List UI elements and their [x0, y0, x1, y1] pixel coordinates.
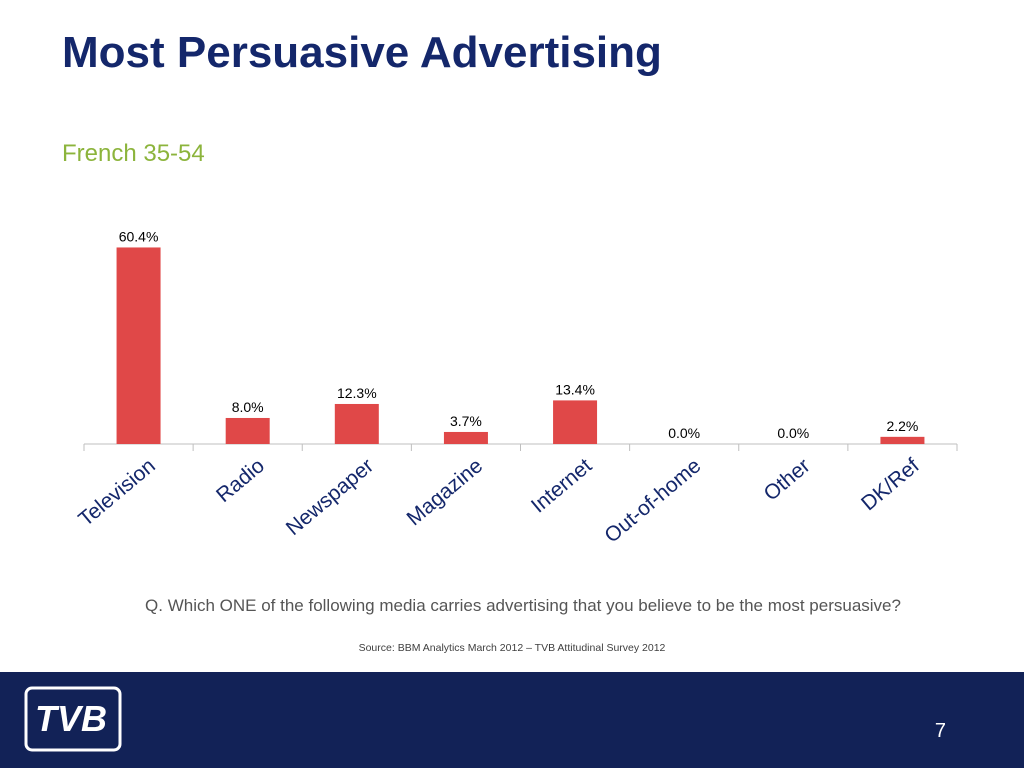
bar-magazine [443, 431, 488, 444]
bar-radio [225, 417, 270, 444]
source-note: Source: BBM Analytics March 2012 – TVB A… [358, 642, 666, 654]
slide-title: Most Persuasive Advertising [62, 28, 662, 77]
x-tick-label: Newspaper [282, 454, 378, 540]
chart-subtitle: French 35-54 [62, 140, 205, 167]
x-tick-label: Magazine [403, 454, 488, 530]
footer-bar: TVB 7 [0, 672, 1024, 768]
x-tick-label: Other [760, 454, 815, 505]
page-number: 7 [934, 720, 946, 742]
x-tick-label: Internet [527, 454, 596, 518]
x-tick-label: Out-of-home [600, 454, 705, 547]
data-label: 60.4% [119, 228, 159, 244]
bar-internet [553, 400, 598, 444]
tvb-logo: TVB [24, 686, 124, 759]
data-label: 0.0% [777, 425, 809, 441]
data-label: 3.7% [450, 413, 482, 429]
bar-chart: 60.4% Television 8.0% Radio 12.3% Newspaper 3.… [74, 228, 958, 548]
bar-television [116, 247, 161, 444]
svg-text:TVB: TVB [35, 698, 107, 739]
data-label: 2.2% [886, 418, 918, 434]
data-label: 0.0% [668, 425, 700, 441]
x-tick-label: Radio [212, 454, 269, 507]
data-label: 13.4% [555, 381, 595, 397]
bar-dk-ref [880, 436, 925, 444]
x-tick-label: DK/Ref [857, 454, 924, 515]
x-tick-label: Television [74, 454, 159, 531]
data-label: 8.0% [232, 399, 264, 415]
survey-question: Q. Which ONE of the following media carr… [145, 596, 901, 615]
data-label: 12.3% [337, 385, 377, 401]
bar-newspaper [334, 403, 379, 444]
